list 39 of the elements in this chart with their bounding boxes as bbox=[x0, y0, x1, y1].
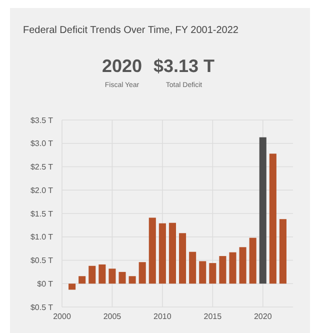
bar bbox=[148, 218, 156, 284]
y-tick-label: $0.5 T bbox=[30, 256, 54, 266]
bar bbox=[179, 233, 186, 284]
bar bbox=[98, 264, 106, 284]
x-tick-label: 2010 bbox=[154, 312, 172, 321]
bar bbox=[138, 262, 146, 284]
bar bbox=[88, 266, 96, 284]
bar bbox=[108, 268, 116, 284]
bar bbox=[249, 238, 256, 284]
chart-title: Federal Deficit Trends Over Time, FY 2001-2022 bbox=[23, 25, 239, 36]
y-tick-label: $1.0 T bbox=[30, 232, 54, 242]
bar bbox=[229, 252, 236, 284]
bar bbox=[209, 263, 216, 284]
bar bbox=[78, 276, 86, 284]
bar bbox=[189, 252, 196, 284]
x-tick-label: 2005 bbox=[103, 312, 122, 321]
bar bbox=[128, 276, 136, 284]
y-tick-label: $2.0 T bbox=[30, 186, 54, 195]
bar bbox=[239, 247, 246, 284]
bar bbox=[279, 219, 286, 284]
bar bbox=[68, 284, 76, 290]
bar bbox=[199, 261, 206, 284]
y-tick-label: $0.5 T bbox=[30, 302, 54, 312]
x-tick-label: 2020 bbox=[254, 312, 272, 321]
text: 2020 bbox=[102, 56, 142, 76]
x-tick-label: 2015 bbox=[204, 312, 222, 321]
y-tick-label: $1.5 T bbox=[30, 209, 54, 218]
y-tick-label: $0 T bbox=[37, 279, 54, 288]
bar bbox=[118, 272, 126, 284]
y-tick-label: $3.5 T bbox=[30, 116, 54, 125]
bar bbox=[168, 222, 176, 284]
bar bbox=[259, 137, 266, 284]
x-tick-label: 2000 bbox=[53, 312, 72, 321]
y-tick-label: $2.5 T bbox=[30, 162, 54, 172]
y-tick-label: $3.0 T bbox=[30, 139, 54, 148]
bar bbox=[158, 223, 166, 284]
bar bbox=[269, 154, 276, 284]
bar bbox=[219, 256, 226, 284]
text: $3.13 T bbox=[153, 56, 215, 76]
